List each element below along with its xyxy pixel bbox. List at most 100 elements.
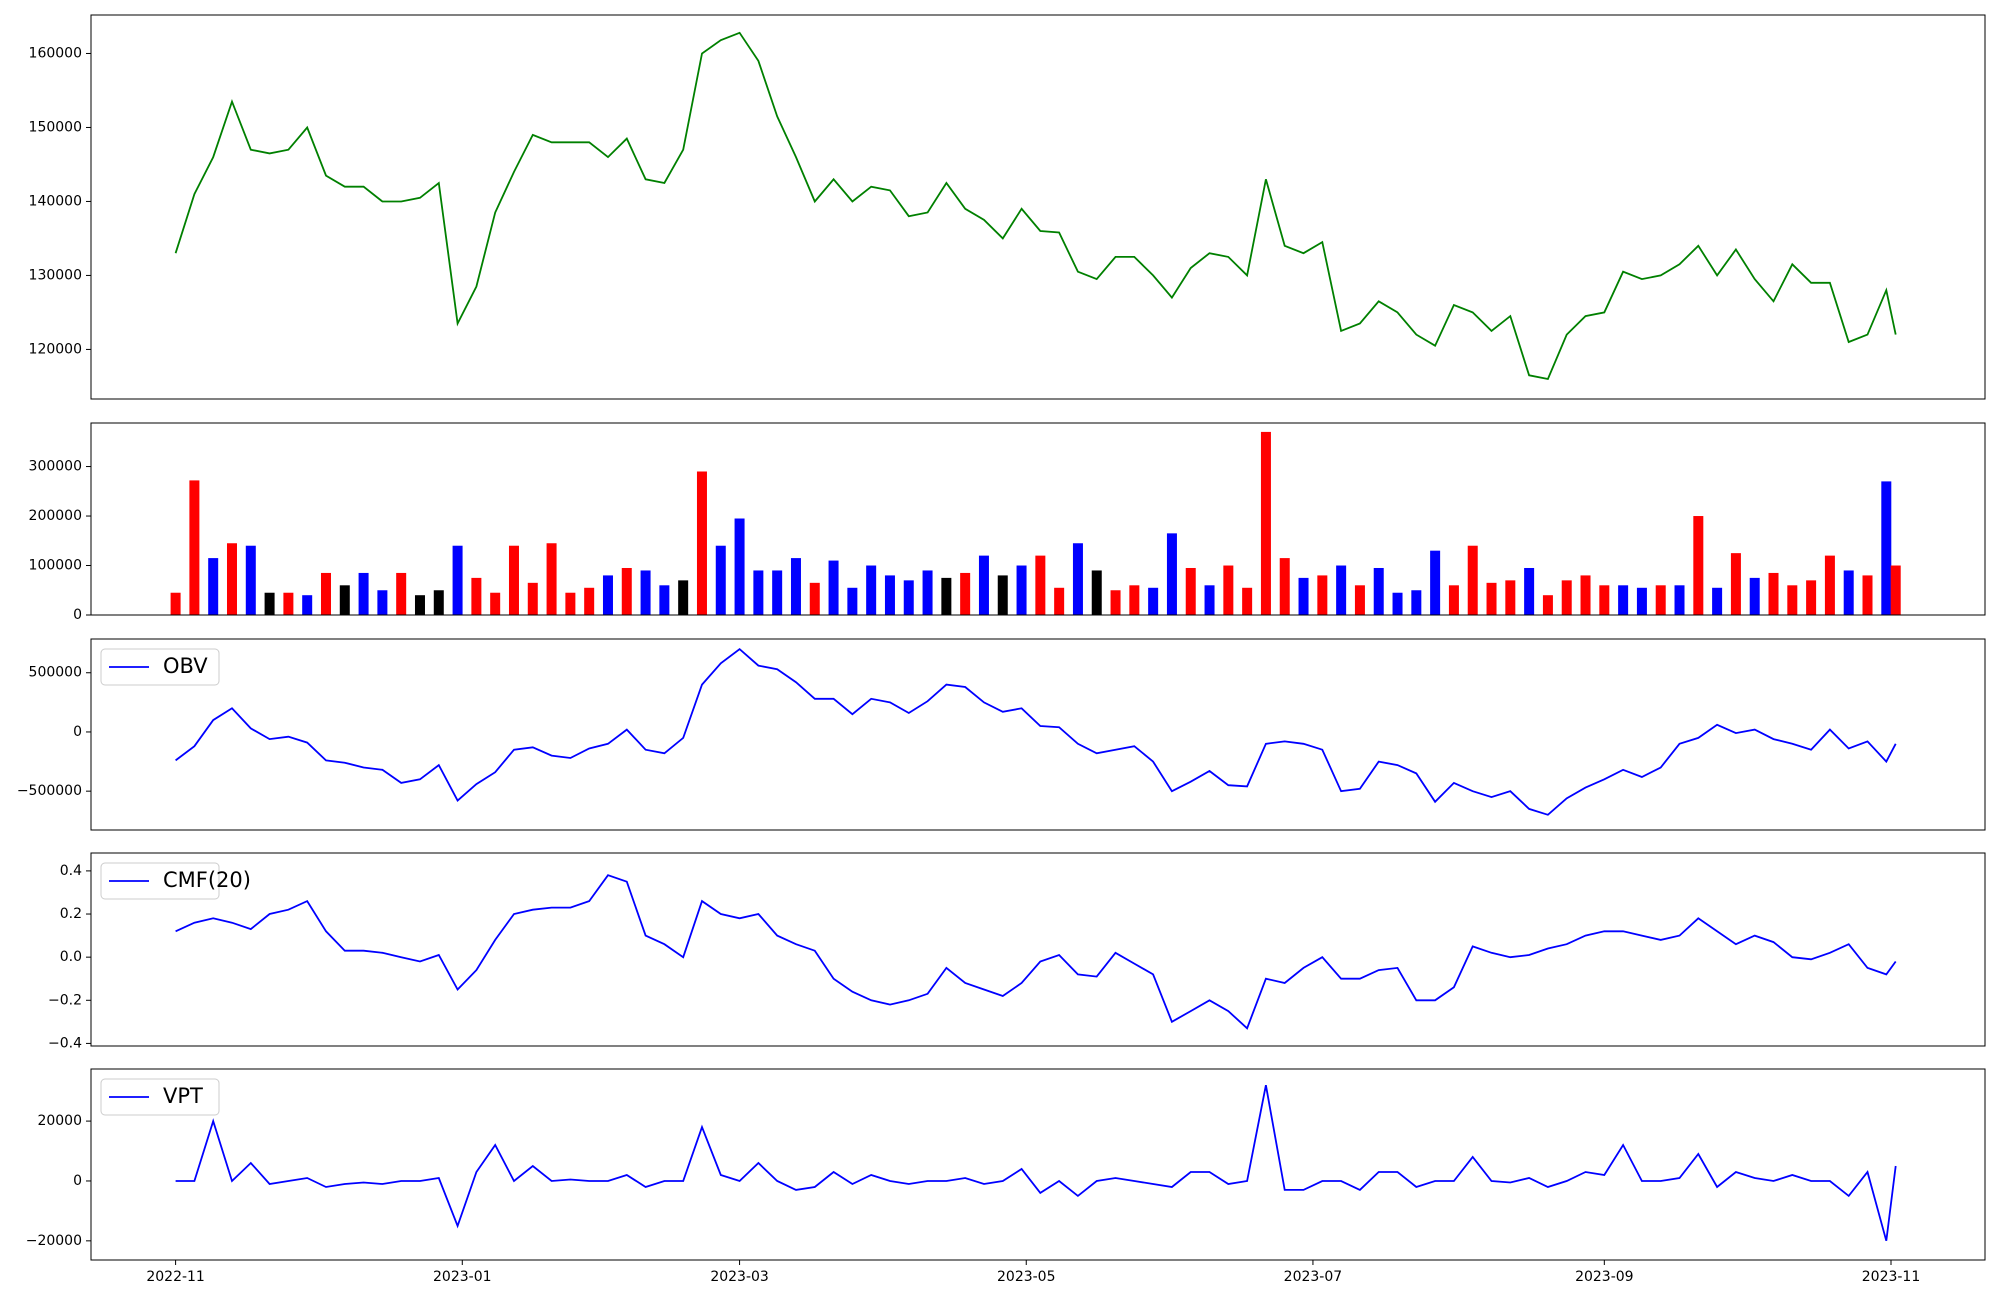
volume-bar (1749, 577, 1760, 615)
y-tick-label: 140000 (29, 193, 82, 209)
volume-bar (584, 587, 595, 615)
volume-bar (1693, 516, 1704, 615)
y-tick-label: 0 (73, 607, 82, 623)
x-tick-label: 2023-07 (1284, 1269, 1343, 1285)
volume-bar (1129, 585, 1140, 615)
price-line (174, 31, 1897, 381)
volume-bar (170, 592, 181, 615)
volume-bar (715, 545, 726, 615)
volume-bar (1599, 585, 1610, 615)
y-tick-label: 100000 (29, 558, 82, 574)
volume-bar (339, 585, 350, 615)
volume-bar (1768, 572, 1779, 615)
volume-bar (1298, 577, 1309, 615)
volume-bar (678, 580, 689, 615)
volume-bar (809, 582, 820, 615)
legend: CMF(20) (100, 862, 251, 900)
volume-bar (941, 577, 952, 615)
volume-bar (1242, 587, 1253, 615)
volume-bar (1035, 555, 1046, 615)
volume-bar (208, 558, 219, 615)
volume-bar (452, 545, 463, 615)
axes-frame (90, 1068, 1986, 1261)
legend-box (100, 648, 220, 686)
x-tick-label: 2023-11 (1862, 1269, 1921, 1285)
axes-frame (90, 422, 1986, 616)
volume-bar (565, 592, 576, 615)
volume-bar (1185, 567, 1196, 615)
axes-frame (90, 14, 1986, 400)
volume-bar (1890, 565, 1901, 615)
volume-bar (1392, 592, 1403, 615)
volume-bar (1862, 575, 1873, 615)
y-tick-label: −500000 (17, 783, 82, 799)
volume-bar (772, 570, 783, 615)
volume-bar (358, 572, 369, 615)
volume-bar (903, 580, 914, 615)
y-tick-label: 0.0 (60, 949, 82, 965)
volume-bar (264, 592, 275, 615)
volume-bar (1072, 543, 1083, 615)
volume-bar (189, 480, 200, 615)
legend-box (100, 1078, 220, 1116)
volume-bar (997, 575, 1008, 615)
x-tick-label: 2023-03 (710, 1269, 769, 1285)
volume-bar (433, 590, 444, 615)
volume-bar (1373, 567, 1384, 615)
volume-bar (1091, 570, 1102, 615)
x-tick-label: 2022-11 (146, 1269, 205, 1285)
volume-bar (283, 592, 294, 615)
legend-label: CMF(20) (163, 868, 251, 892)
volume-bar (546, 543, 557, 615)
volume-bar (1260, 431, 1271, 615)
y-tick-label: −0.4 (48, 1035, 82, 1051)
volume-bar (1448, 585, 1459, 615)
volume-bar (640, 570, 651, 615)
volume-bar (866, 565, 877, 615)
y-tick-label: 200000 (29, 508, 82, 524)
volume-bar (1787, 585, 1798, 615)
volume-bar (753, 570, 764, 615)
y-tick-label: 300000 (29, 459, 82, 475)
volume-bar (1843, 570, 1854, 615)
volume-bar (1712, 587, 1723, 615)
volume-bar (884, 575, 895, 615)
y-tick-label: 0.4 (60, 863, 82, 879)
volume-bar (1542, 595, 1553, 615)
volume-bar (377, 590, 388, 615)
volume-bar (1336, 565, 1347, 615)
volume-bar (320, 572, 331, 615)
volume-bar (1580, 575, 1591, 615)
volume-bar (1016, 565, 1027, 615)
volume-bar (527, 582, 538, 615)
volume-bar (1730, 553, 1741, 615)
indicator-line (175, 874, 1897, 1030)
volume-bar (1636, 587, 1647, 615)
volume-bar (922, 570, 933, 615)
axes-frame (90, 638, 1986, 831)
indicator-line (175, 647, 1897, 816)
volume-bar (1824, 555, 1835, 615)
volume-bar (414, 595, 425, 615)
volume-bar (1279, 558, 1290, 615)
x-tick-label: 2023-01 (433, 1269, 492, 1285)
y-tick-label: 0 (73, 724, 82, 740)
volume-bar (696, 471, 707, 615)
volume-bar (1204, 585, 1215, 615)
legend-label: OBV (163, 654, 208, 678)
volume-bar (245, 545, 256, 615)
y-tick-label: 0 (73, 1173, 82, 1189)
x-tick-label: 2023-05 (997, 1269, 1056, 1285)
volume-bar (828, 560, 839, 615)
volume-bar (1148, 587, 1159, 615)
indicator-line (175, 1085, 1897, 1242)
volume-bar (978, 555, 989, 615)
volume-bar (1806, 580, 1817, 615)
volume-bar (602, 575, 613, 615)
volume-bar (396, 572, 407, 615)
volume-bar (302, 595, 313, 615)
volume-bar (1505, 580, 1516, 615)
volume-bar (1317, 575, 1328, 615)
volume-bar (1524, 567, 1535, 615)
